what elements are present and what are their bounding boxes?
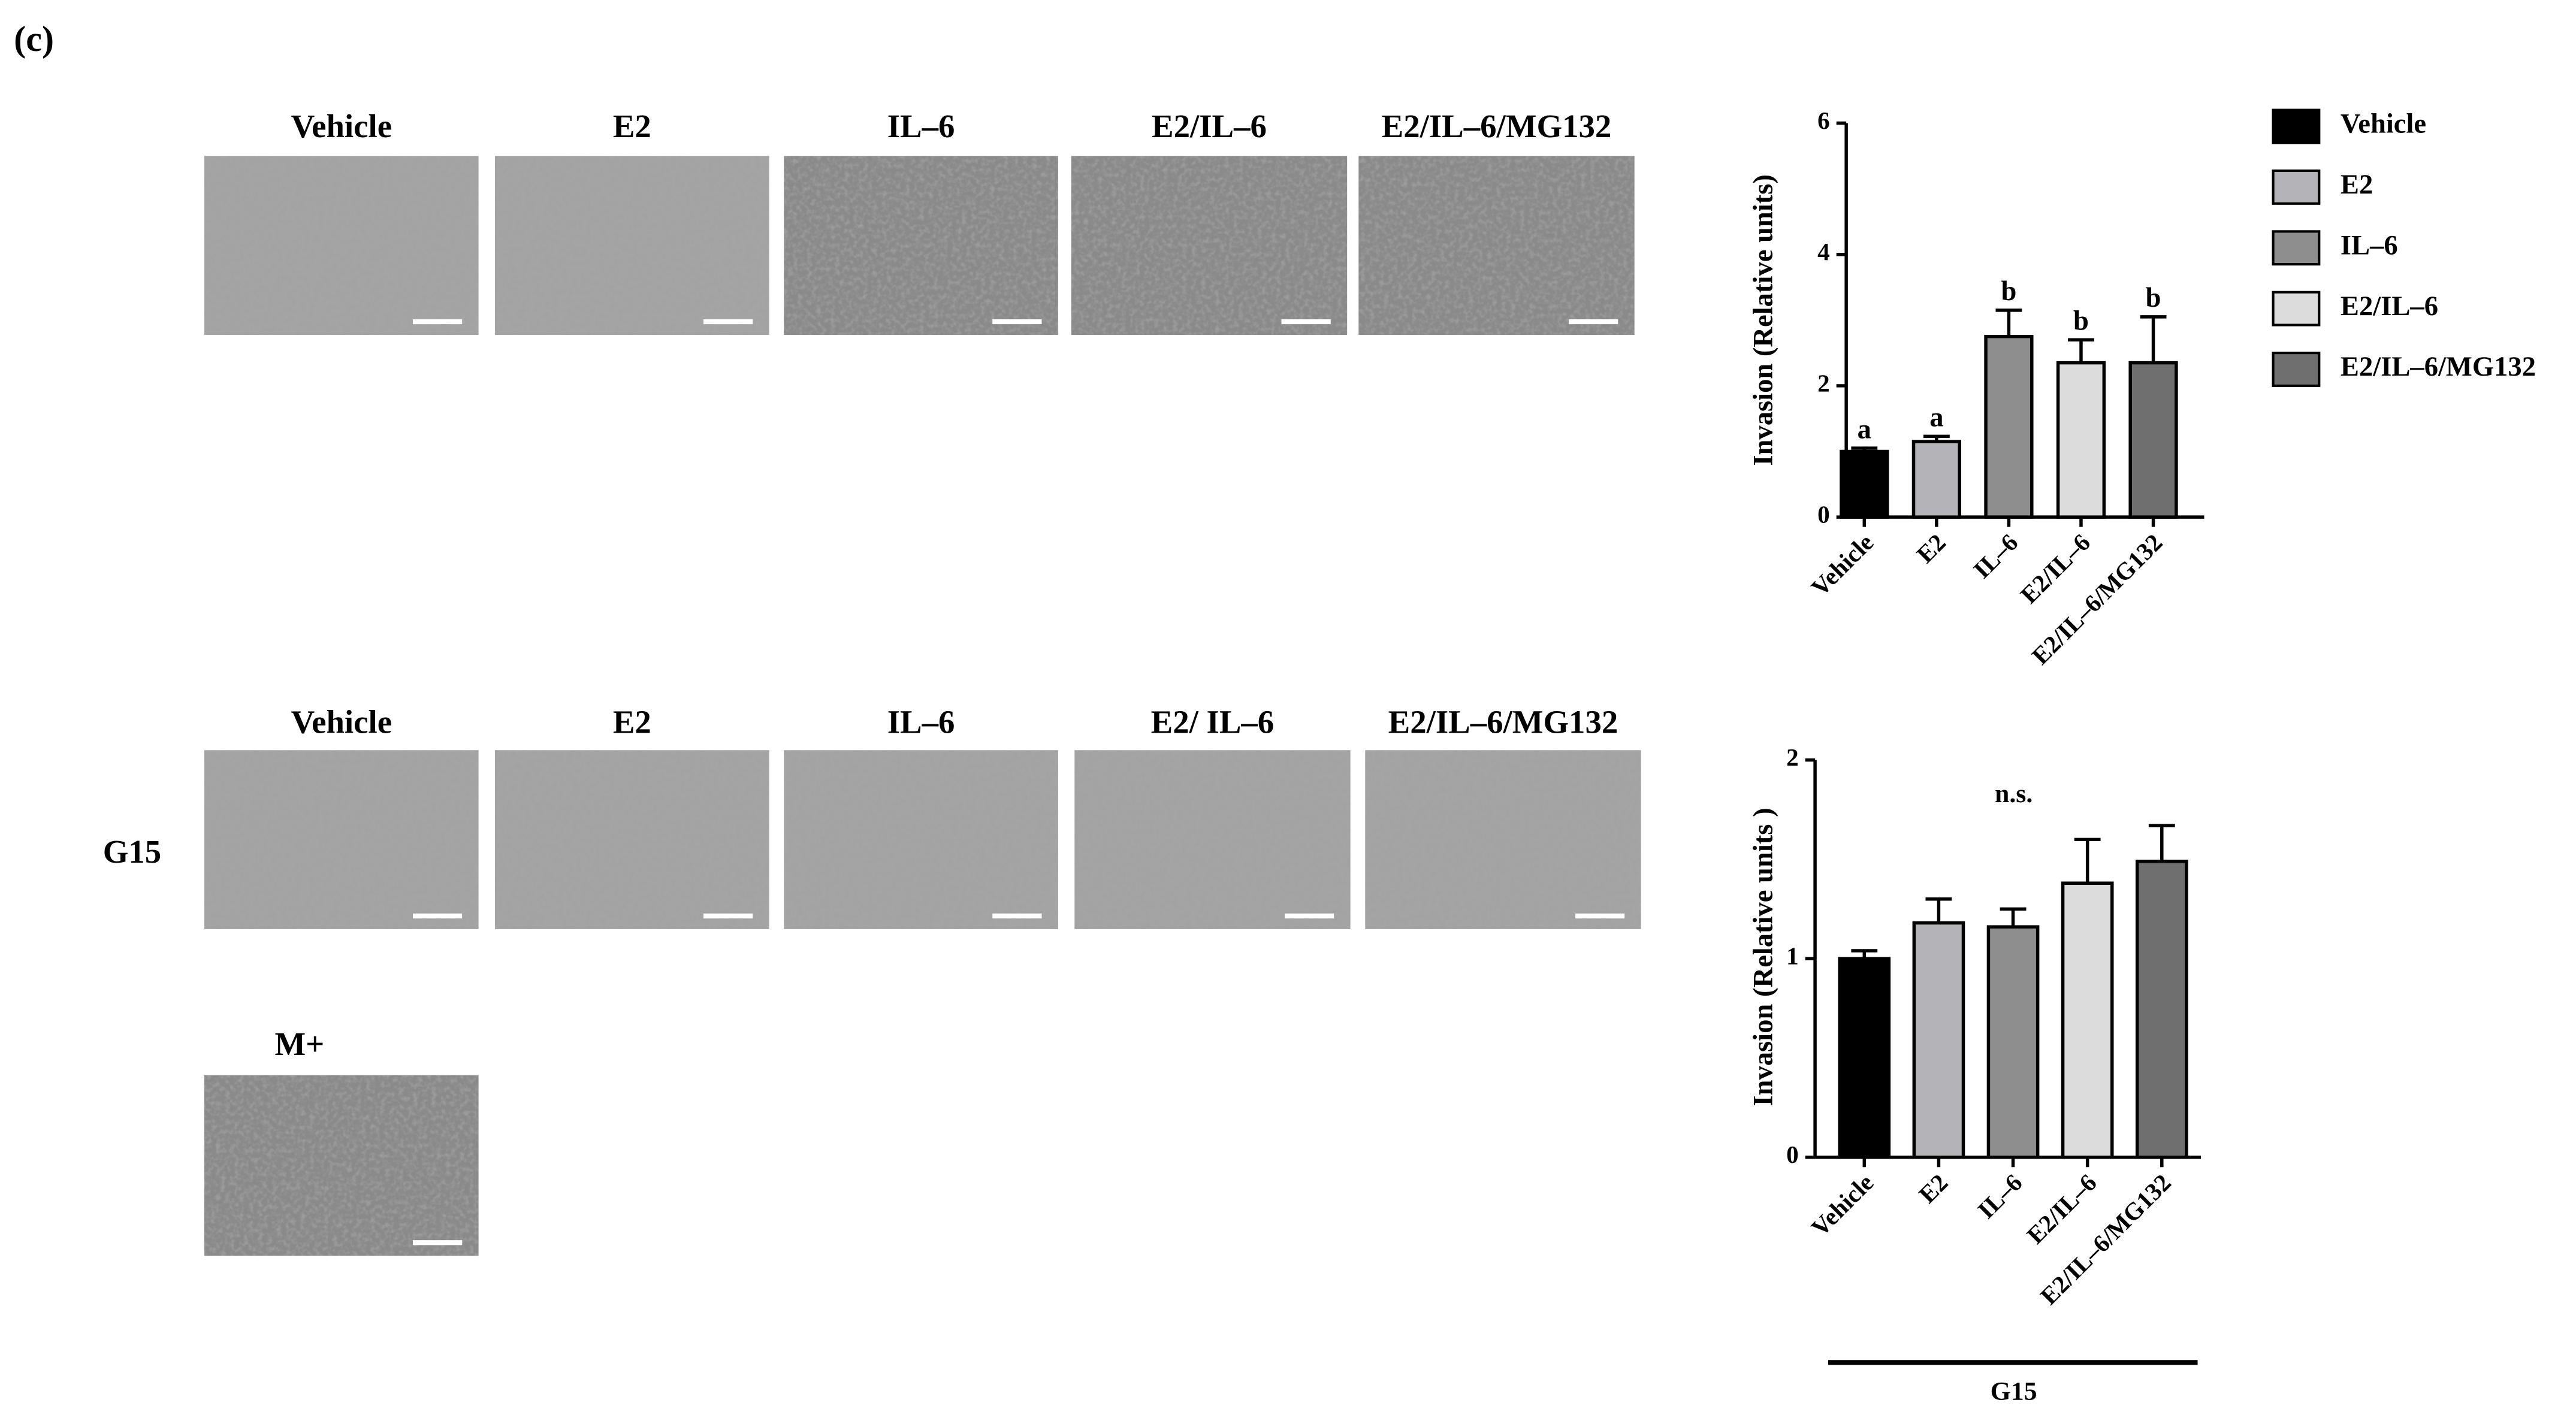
group-label: G15 — [1991, 1377, 2037, 1405]
significance-label: b — [2146, 282, 2161, 313]
y-tick-label: 0 — [1786, 1141, 1799, 1168]
image-label: IL–6 — [887, 704, 955, 740]
bar — [1840, 449, 1889, 519]
micrograph-texture — [495, 750, 769, 929]
legend-label: Vehicle — [2341, 108, 2426, 140]
bar — [1984, 334, 2034, 519]
panel-label: (c) — [14, 19, 54, 59]
y-tick-label: 1 — [1786, 942, 1799, 970]
x-tick-label: E2 — [1913, 1169, 1953, 1208]
legend-swatch — [2272, 291, 2321, 326]
micrograph-texture — [1071, 156, 1348, 335]
micrograph-texture — [204, 156, 479, 335]
bar — [1838, 957, 1891, 1159]
micrograph-texture — [204, 1075, 479, 1256]
y-tick-label: 2 — [1817, 369, 1830, 397]
image-label: IL–6 — [887, 108, 955, 144]
x-tick-label: Vehicle — [1805, 528, 1879, 601]
y-axis-label: Invasion (Relative units ) — [1748, 808, 1779, 1106]
image-label: E2 — [613, 108, 651, 144]
micrograph-texture — [1365, 750, 1641, 929]
image-label: E2/IL–6/MG132 — [1388, 704, 1618, 740]
significance-label: b — [2073, 305, 2089, 336]
x-tick-label: IL–6 — [1968, 528, 2023, 583]
legend-label: E2 — [2341, 169, 2373, 200]
legend-label: E2/IL–6 — [2341, 291, 2438, 322]
legend-label: E2/IL–6/MG132 — [2341, 351, 2536, 382]
x-tick-label: Vehicle — [1805, 1169, 1879, 1242]
image-label: Vehicle — [291, 108, 392, 144]
x-tick-label: E2/IL–6/MG132 — [2035, 1169, 2176, 1310]
y-axis-label: Invasion (Relative units) — [1748, 174, 1779, 466]
legend-swatch — [2272, 230, 2321, 266]
y-tick-label: 6 — [1817, 107, 1830, 134]
micrograph-texture — [784, 750, 1058, 929]
image-label: E2/IL–6 — [1152, 108, 1267, 144]
micrograph-texture — [495, 156, 769, 335]
legend-swatch — [2272, 108, 2321, 144]
y-tick-label: 0 — [1817, 501, 1830, 528]
x-tick-label: E2 — [1911, 528, 1950, 568]
y-tick-label: 4 — [1817, 238, 1830, 265]
bar — [1912, 921, 1965, 1159]
bar — [2061, 881, 2114, 1159]
significance-label: b — [2001, 276, 2016, 307]
image-label: E2 — [613, 704, 651, 740]
bar — [1911, 440, 1961, 519]
bar — [2135, 860, 2188, 1159]
image-label: M+ — [274, 1026, 324, 1062]
micrograph-texture — [784, 156, 1058, 335]
bar — [2128, 361, 2178, 519]
micrograph-texture — [1074, 750, 1351, 929]
micrograph-texture — [204, 750, 479, 929]
image-label: E2/IL–6/MG132 — [1382, 108, 1612, 144]
x-tick-label: E2/IL–6/MG132 — [2027, 528, 2168, 670]
legend-swatch — [2272, 352, 2321, 387]
image-label: Vehicle — [291, 704, 392, 740]
x-tick-label: IL–6 — [1972, 1169, 2027, 1224]
bar — [2056, 361, 2106, 519]
annotation: n.s. — [1995, 779, 2033, 808]
significance-label: a — [1858, 413, 1871, 445]
row-label: G15 — [103, 833, 161, 870]
image-label: E2/ IL–6 — [1151, 704, 1275, 740]
legend-swatch — [2272, 169, 2321, 205]
legend-label: IL–6 — [2341, 229, 2398, 261]
bar — [1986, 925, 2040, 1159]
y-tick-label: 2 — [1786, 743, 1799, 771]
significance-label: a — [1929, 402, 1943, 433]
micrograph-texture — [1358, 156, 1635, 335]
